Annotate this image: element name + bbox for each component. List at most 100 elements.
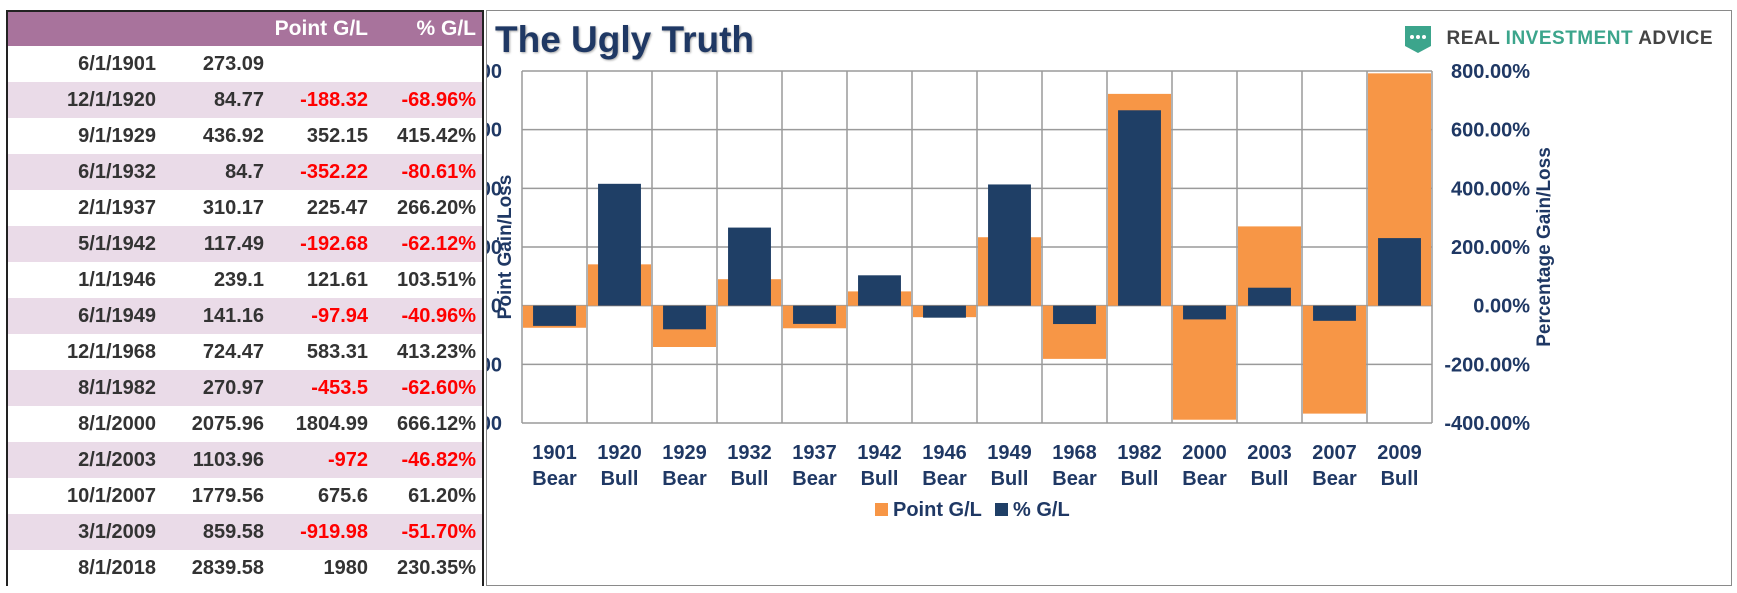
bar-pct-gl — [663, 305, 706, 330]
y2-tick-label: -400.00% — [1444, 413, 1530, 435]
table-row: 6/1/1932 84.7 -352.22 -80.61% — [8, 154, 482, 190]
table-row: 5/1/1942 117.49 -192.68 -62.12% — [8, 226, 482, 262]
table-row: 9/1/1929 436.92 352.15 415.42% — [8, 118, 482, 154]
row-value: 141.16 — [202, 304, 264, 327]
row-point-gl: -352.22 — [300, 160, 368, 183]
row-pct-gl: -51.70% — [401, 520, 477, 543]
row-pct-gl: -40.96% — [401, 304, 477, 327]
x-tick-market: Bull — [601, 468, 639, 490]
row-value: 2075.96 — [191, 412, 264, 435]
table-row: 2/1/1937 310.17 225.47 266.20% — [8, 190, 482, 226]
row-value: 1103.96 — [192, 448, 264, 471]
table-row: 8/1/2018 2839.58 1980 230.35% — [8, 550, 482, 586]
bar-pct-gl — [728, 227, 771, 306]
x-tick-year: 1946 — [922, 442, 967, 464]
row-date: 2/1/1937 — [78, 196, 156, 219]
row-point-gl: -192.68 — [300, 232, 368, 255]
y-tick-label: 1000 — [487, 178, 502, 200]
y-tick-label: -1000 — [487, 413, 502, 435]
table-row: 6/1/1949 141.16 -97.94 -40.96% — [8, 298, 482, 334]
table-row: 6/1/1901 273.09 — [8, 46, 482, 82]
x-tick-year: 1937 — [792, 442, 837, 464]
row-date: 10/1/2007 — [67, 484, 156, 507]
x-tick-year: 2007 — [1312, 442, 1357, 464]
row-point-gl: -453.5 — [311, 376, 368, 399]
y-tick-label: 1500 — [487, 120, 502, 142]
row-point-gl: 675.6 — [317, 484, 368, 507]
bar-pct-gl — [1053, 305, 1096, 325]
row-pct-gl: -46.82% — [401, 448, 477, 471]
bar-pct-gl — [598, 183, 641, 306]
row-date: 12/1/1968 — [67, 340, 156, 363]
y-tick-label: 2000 — [487, 61, 502, 83]
chart-svg: 2000 1500 1000 500 0 -500 -1000 800.00% 600.00% 4… — [487, 61, 1555, 521]
x-tick-market: Bear — [1182, 468, 1227, 490]
row-value: 273.09 — [202, 52, 264, 75]
x-tick-year: 2000 — [1182, 442, 1227, 464]
row-pct-gl: 61.20% — [408, 484, 476, 507]
row-date: 6/1/1901 — [78, 52, 156, 75]
row-value: 1779.56 — [191, 484, 264, 507]
bar-pct-gl — [1248, 287, 1291, 306]
row-value: 310.17 — [202, 196, 264, 219]
row-pct-gl: -62.60% — [401, 376, 477, 399]
legend-label-pct-gl: % G/L — [1013, 499, 1070, 521]
x-tick-year: 1968 — [1052, 442, 1097, 464]
x-tick-year: 1942 — [857, 442, 902, 464]
legend-swatch-pct-gl — [995, 503, 1008, 516]
table-row: 2/1/2003 1103.96 -972 -46.82% — [8, 442, 482, 478]
x-tick-year: 1949 — [987, 442, 1032, 464]
legend-label-point-gl: Point G/L — [893, 499, 982, 521]
row-date: 6/1/1949 — [78, 304, 156, 327]
y-tick-label: -500 — [487, 354, 502, 376]
x-tick-market: Bear — [532, 468, 577, 490]
x-tick-market: Bull — [1121, 468, 1159, 490]
table-row: 3/1/2009 859.58 -919.98 -51.70% — [8, 514, 482, 550]
brand-logo: REAL INVESTMENT ADVICE — [1401, 17, 1714, 61]
x-tick-market: Bull — [1251, 468, 1289, 490]
bar-pct-gl — [858, 275, 901, 306]
row-value: 2839.58 — [191, 556, 264, 579]
table-row: 8/1/2000 2075.96 1804.99 666.12% — [8, 406, 482, 442]
row-value: 859.58 — [202, 520, 264, 543]
y2-tick-label: 400.00% — [1451, 178, 1530, 200]
chart-panel: 2000 1500 1000 500 0 -500 -1000 800.00% 600.00% 4… — [486, 10, 1732, 586]
brand-text: REAL INVESTMENT ADVICE — [1447, 28, 1714, 50]
row-pct-gl: 103.51% — [397, 268, 476, 291]
x-tick-market: Bear — [792, 468, 837, 490]
row-date: 9/1/1929 — [78, 124, 156, 147]
row-date: 1/1/1946 — [78, 268, 156, 291]
row-date: 8/1/2018 — [78, 556, 156, 579]
bar-pct-gl — [1378, 238, 1421, 306]
row-point-gl: 121.61 — [306, 268, 368, 291]
y2-axis-title: Percentage Gain/Loss — [1534, 147, 1555, 347]
bar-pct-gl — [988, 184, 1031, 306]
table-row: 12/1/1968 724.47 583.31 413.23% — [8, 334, 482, 370]
row-point-gl: 352.15 — [306, 124, 368, 147]
y2-tick-label: 600.00% — [1451, 120, 1530, 142]
x-tick-market: Bull — [861, 468, 899, 490]
row-pct-gl: -62.12% — [401, 232, 477, 255]
bar-pct-gl — [1183, 305, 1226, 320]
bar-point-gl — [1173, 305, 1236, 420]
y-tick-label: 0 — [491, 296, 502, 318]
table-row: 1/1/1946 239.1 121.61 103.51% — [8, 262, 482, 298]
row-value: 724.47 — [202, 340, 264, 363]
x-tick-market: Bear — [1052, 468, 1097, 490]
row-value: 270.97 — [202, 376, 264, 399]
row-date: 3/1/2009 — [78, 520, 156, 543]
row-point-gl: 225.47 — [306, 196, 368, 219]
row-date: 2/1/2003 — [78, 448, 156, 471]
y-tick-label: 500 — [487, 237, 502, 259]
row-pct-gl: 230.35% — [397, 556, 476, 579]
row-pct-gl: 266.20% — [397, 196, 476, 219]
x-tick-market: Bear — [1312, 468, 1357, 490]
row-pct-gl: 413.23% — [397, 340, 476, 363]
data-table: Point G/L % G/L 6/1/1901 273.09 12/1/1920 8… — [6, 10, 484, 586]
x-tick-market: Bear — [662, 468, 707, 490]
x-tick-year: 1901 — [532, 442, 577, 464]
x-tick-year: 1920 — [597, 442, 642, 464]
row-pct-gl: -80.61% — [401, 160, 477, 183]
x-tick-year: 2009 — [1377, 442, 1422, 464]
row-date: 8/1/1982 — [78, 376, 156, 399]
